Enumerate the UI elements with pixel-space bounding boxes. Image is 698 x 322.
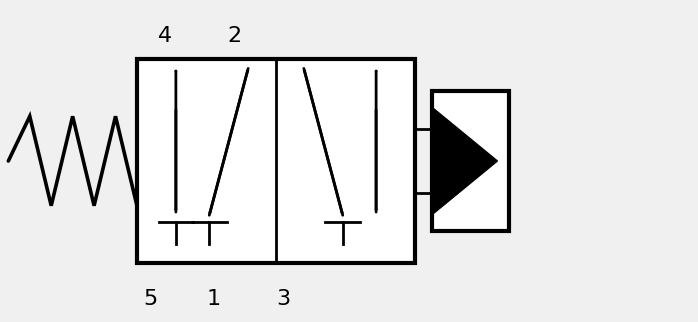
Text: 1: 1 <box>207 289 221 309</box>
FancyBboxPatch shape <box>137 59 415 263</box>
Text: 5: 5 <box>144 289 158 309</box>
Polygon shape <box>433 108 498 214</box>
Text: 2: 2 <box>228 26 242 46</box>
Bar <box>433 91 509 231</box>
Text: 3: 3 <box>276 289 290 309</box>
Text: 4: 4 <box>158 26 172 46</box>
